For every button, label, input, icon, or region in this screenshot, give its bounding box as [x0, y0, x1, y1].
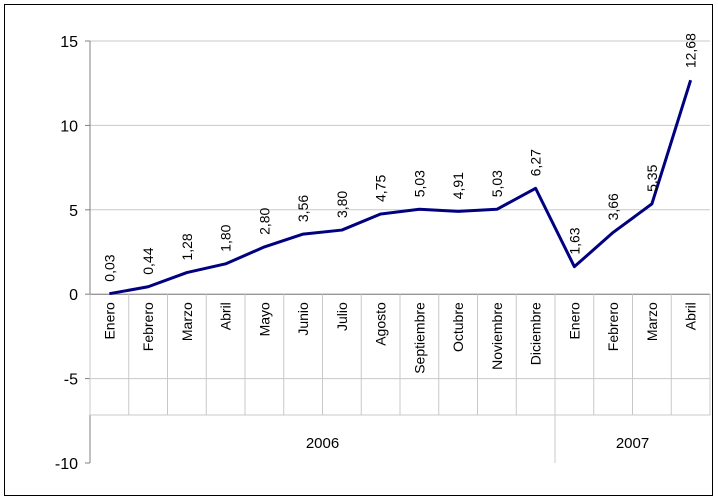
y-tick-label: 5 [69, 203, 78, 220]
x-tick-label: Enero [101, 302, 117, 340]
data-label: 3,66 [605, 193, 621, 220]
series-polyline [109, 79, 693, 296]
x-tick-label: Junio [295, 302, 311, 336]
data-label: 5,03 [411, 170, 427, 197]
data-label: 6,27 [528, 149, 544, 176]
x-tick-label: Marzo [644, 302, 660, 341]
x-tick-label: Octubre [450, 302, 466, 352]
x-tick-label: Abril [218, 302, 234, 330]
data-label: 1,28 [179, 233, 195, 260]
x-tick-label: Julio [334, 302, 350, 331]
data-label: 4,75 [373, 175, 389, 202]
data-label: 2,80 [256, 207, 272, 234]
data-label: 3,56 [295, 195, 311, 222]
y-tick-label: -10 [55, 456, 78, 473]
data-label: 12,68 [683, 33, 699, 68]
y-tick-label: -5 [64, 372, 78, 389]
x-tick-label: Septiembre [411, 302, 427, 374]
group-label: 2006 [306, 435, 339, 452]
x-tick-label: Enero [566, 302, 582, 340]
data-label: 0,44 [140, 247, 156, 274]
data-label: 1,80 [218, 224, 234, 251]
data-label: 1,63 [566, 227, 582, 254]
data-label: 3,80 [334, 191, 350, 218]
x-tick-label: Diciembre [528, 302, 544, 365]
x-tick-label: Mayo [256, 302, 272, 336]
y-tick-label: 0 [69, 287, 78, 304]
data-label: 0,03 [101, 254, 117, 281]
series-line [109, 79, 693, 296]
y-tick-label: 15 [60, 34, 78, 51]
x-tick-label: Febrero [605, 302, 621, 351]
x-tick-label: Abril [683, 302, 699, 330]
data-labels: 0,03 0,44 1,28 1,80 2,80 3,56 3,80 4,75 5,03 4,91… [101, 33, 698, 282]
x-tick-label: Noviembre [489, 302, 505, 370]
data-label: 5,35 [644, 164, 660, 191]
x-tick-label: Febrero [140, 302, 156, 351]
y-tick-label: 10 [60, 118, 78, 135]
x-tick-label: Marzo [179, 302, 195, 341]
x-tick-label: Agosto [373, 302, 389, 346]
data-label: 5,03 [489, 170, 505, 197]
data-label: 4,91 [450, 172, 466, 199]
group-label: 2007 [616, 435, 649, 452]
axes: -10 -5 0 5 10 15 Enero Febrero Marzo Abril Mayo Jun… [55, 34, 711, 473]
